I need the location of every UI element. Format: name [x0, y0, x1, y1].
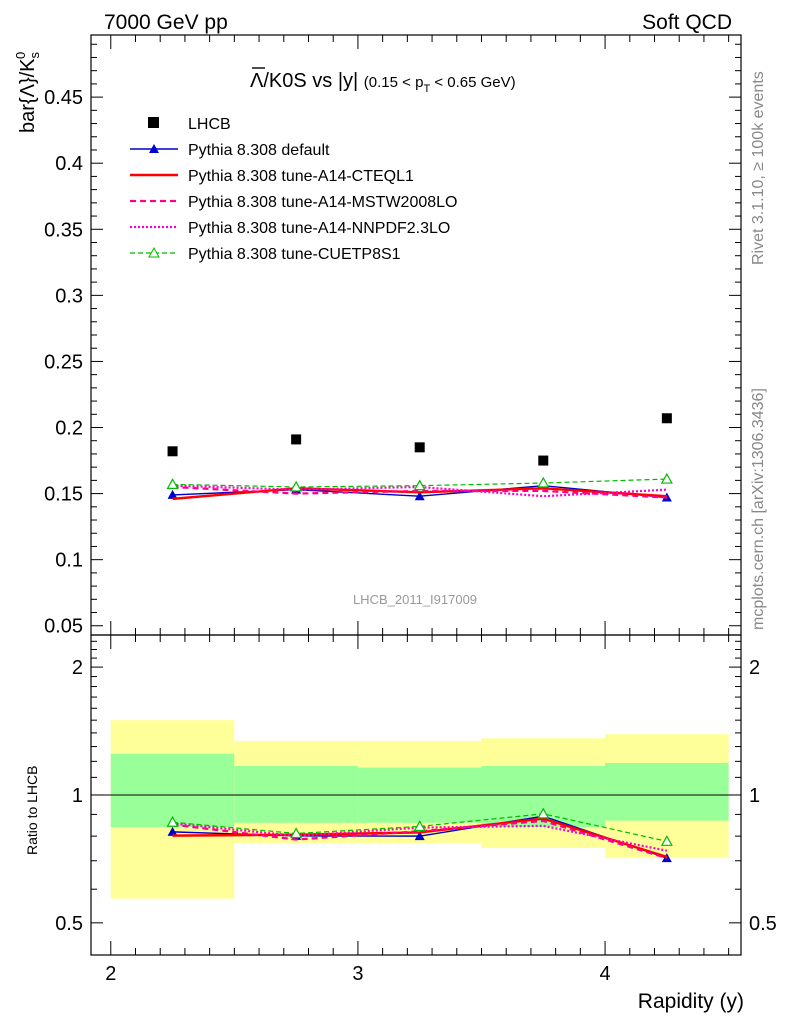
uncertainty-bands — [91, 720, 741, 899]
ratio-tick-label-left: 0.5 — [55, 913, 83, 935]
x-tick-label: 3 — [352, 963, 363, 985]
lhcb-data-point — [414, 442, 425, 453]
ratio-series-4-marker — [537, 807, 550, 819]
legend-label-lhcb: LHCB — [188, 116, 231, 133]
y-tick-label: 0.45 — [44, 87, 83, 109]
series-4-marker — [166, 478, 179, 489]
legend-marker-lhcb — [148, 117, 159, 128]
y-axis-label-sub: s — [27, 51, 42, 58]
main-curves — [166, 472, 673, 502]
chart-title-sub-t: T — [423, 83, 430, 95]
lhcb-data-point — [661, 413, 672, 424]
legend-label-3: Pythia 8.308 tune-A14-NNPDF2.3LO — [188, 220, 450, 237]
series-4-marker — [537, 476, 550, 488]
legend: LHCB Pythia 8.308 default Pythia 8.308 tun… — [130, 116, 457, 263]
y-tick-label: 0.4 — [55, 153, 83, 175]
series-4-line — [172, 478, 667, 488]
legend-label-1: Pythia 8.308 tune-A14-CTEQL1 — [188, 168, 414, 185]
ratio-series-0-marker — [167, 826, 178, 836]
legend-marker-0 — [149, 144, 159, 153]
legend-label-0: Pythia 8.308 default — [188, 142, 330, 159]
y-tick-label: 0.1 — [55, 550, 83, 572]
green-band-4 — [605, 762, 729, 821]
ratio-series-4-marker — [166, 815, 179, 827]
ratio-tick-label-left: 2 — [72, 657, 83, 679]
series-3-line — [172, 484, 667, 498]
y-tick-label: 0.05 — [44, 616, 83, 638]
data-points — [167, 413, 672, 466]
x-tick-label: 4 — [600, 963, 611, 985]
y-axis-label-main: bar{Λ}/K — [17, 58, 39, 133]
lhcb-data-point — [167, 446, 178, 457]
chart-title-main: Λ/K0S vs |y| — [250, 70, 358, 92]
ratio-series-4-marker — [290, 827, 303, 839]
legend-marker-4 — [148, 246, 160, 258]
process-label: Soft QCD — [642, 11, 732, 34]
ratio-tick-label-left: 1 — [72, 785, 83, 807]
x-axis-label: Rapidity (y) — [638, 990, 744, 1013]
ratio-tick-label-right: 2 — [749, 657, 760, 679]
x-tick-label: 2 — [105, 963, 116, 985]
beam-energy-label: 7000 GeV pp — [104, 11, 228, 34]
series-0-marker — [167, 489, 178, 499]
analysis-watermark: LHCB_2011_I917009 — [353, 592, 477, 607]
chart-title-sub-end: < 0.65 GeV) — [430, 74, 515, 91]
legend-label-4: Pythia 8.308 tune-CUETP8S1 — [188, 246, 401, 263]
chart-title-sub: (0.15 < p — [364, 74, 424, 91]
legend-label-2: Pythia 8.308 tune-A14-MSTW2008LO — [188, 194, 457, 211]
y-tick-label: 0.2 — [55, 418, 83, 440]
y-axis-label: bar{Λ}/Ks0 — [13, 51, 42, 133]
lhcb-data-point — [291, 434, 302, 445]
series-0-marker — [414, 491, 425, 501]
y-tick-label: 0.3 — [55, 285, 83, 307]
y-axis-label-sup: 0 — [13, 52, 28, 59]
lhcb-data-point — [538, 455, 549, 466]
ratio-axis-label: Ratio to LHCB — [24, 766, 40, 855]
chart-title: Λ/K0S vs |y| (0.15 < pT < 0.65 GeV) — [250, 70, 516, 95]
ratio-tick-label-right: 0.5 — [749, 913, 777, 935]
ratio-series-4-line — [172, 813, 667, 842]
axes: 0.05 0.1 0.15 0.2 0.25 0.3 0.35 0.4 0.45 0.5 0.5 1 1… — [44, 34, 777, 985]
ratio-curves — [166, 807, 673, 863]
ratio-series-4-marker — [413, 820, 426, 832]
ratio-series-0-marker — [414, 831, 425, 841]
ratio-tick-label-right: 1 — [749, 785, 760, 807]
series-4-marker — [660, 472, 673, 484]
ratio-series-4-marker — [660, 835, 673, 846]
y-tick-label: 0.25 — [44, 351, 83, 373]
mcplots-label: mcplots.cern.ch [arXiv:1306.3436] — [750, 388, 767, 630]
rivet-version-label: Rivet 3.1.10, ≥ 100k events — [750, 71, 767, 265]
series-4-marker — [290, 480, 303, 492]
green-band-1 — [234, 765, 358, 823]
series-4-marker — [413, 479, 426, 491]
y-tick-label: 0.15 — [44, 484, 83, 506]
y-tick-label: 0.35 — [44, 219, 83, 241]
green-band-0 — [110, 753, 235, 828]
